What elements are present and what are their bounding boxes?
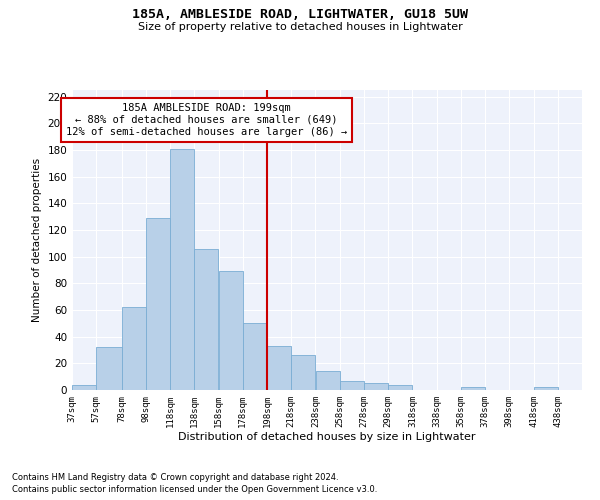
Bar xyxy=(243,324,267,390)
Text: Contains HM Land Registry data © Crown copyright and database right 2024.: Contains HM Land Registry data © Crown c… xyxy=(12,472,338,482)
Bar xyxy=(194,248,218,390)
Bar xyxy=(533,388,557,390)
Bar xyxy=(72,384,96,390)
Text: Distribution of detached houses by size in Lightwater: Distribution of detached houses by size … xyxy=(178,432,476,442)
Bar xyxy=(364,384,388,390)
Text: 185A, AMBLESIDE ROAD, LIGHTWATER, GU18 5UW: 185A, AMBLESIDE ROAD, LIGHTWATER, GU18 5… xyxy=(132,8,468,20)
Text: Size of property relative to detached houses in Lightwater: Size of property relative to detached ho… xyxy=(137,22,463,32)
Bar xyxy=(292,356,316,390)
Bar xyxy=(461,388,485,390)
Bar xyxy=(219,272,242,390)
Y-axis label: Number of detached properties: Number of detached properties xyxy=(32,158,42,322)
Bar xyxy=(122,308,146,390)
Bar xyxy=(97,348,122,390)
Bar xyxy=(146,218,170,390)
Bar xyxy=(340,380,364,390)
Text: 185A AMBLESIDE ROAD: 199sqm
← 88% of detached houses are smaller (649)
12% of se: 185A AMBLESIDE ROAD: 199sqm ← 88% of det… xyxy=(66,104,347,136)
Bar xyxy=(388,384,412,390)
Bar xyxy=(170,148,194,390)
Bar xyxy=(267,346,291,390)
Text: Contains public sector information licensed under the Open Government Licence v3: Contains public sector information licen… xyxy=(12,485,377,494)
Bar xyxy=(316,372,340,390)
